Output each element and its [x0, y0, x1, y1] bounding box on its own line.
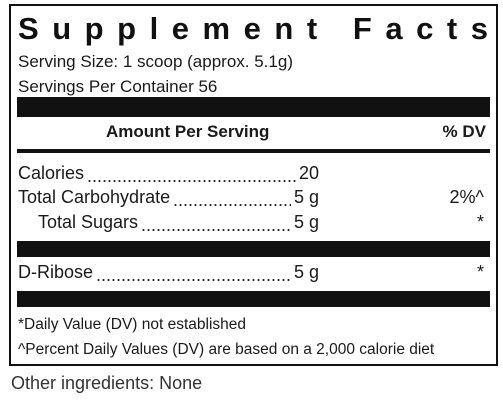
leader: [173, 187, 291, 207]
other-ingredients: Other ingredients: None: [11, 373, 203, 393]
amount: 5 g: [293, 186, 319, 207]
serving-size: Serving Size: 1 scoop (approx. 5.1g): [18, 52, 293, 71]
daily-value: *: [476, 211, 484, 232]
servings-per-container: Servings Per Container 56: [18, 77, 218, 96]
title-svg: Supplement Facts: [18, 11, 488, 46]
amount: 5 g: [293, 211, 319, 232]
daily-value: 2%^: [449, 186, 484, 207]
amount-header: Amount Per Serving: [106, 122, 270, 141]
amount: 5 g: [293, 261, 319, 282]
footnote: ^Percent Daily Values (DV) are based on …: [18, 341, 435, 358]
nutrient-row: Calories 20: [18, 161, 484, 185]
rule: [17, 149, 490, 153]
thick-rule: [17, 291, 490, 307]
nutrient-name: Calories: [18, 162, 85, 183]
supplement-facts-label: Supplement Facts Serving Size: 1 scoop (…: [9, 4, 498, 366]
title: Supplement Facts: [18, 11, 488, 46]
nutrient-row: Total Sugars 5 g *: [18, 210, 484, 234]
amount: 20: [298, 162, 319, 183]
leader: [87, 163, 296, 183]
dv-header: % DV: [442, 122, 486, 141]
thick-rule: [17, 241, 490, 257]
nutrient-row: Total Carbohydrate 5 g 2%^: [18, 185, 484, 209]
nutrient-row: D-Ribose 5 g *: [18, 260, 484, 284]
thick-rule: [17, 97, 490, 117]
nutrient-name: Total Carbohydrate: [18, 186, 171, 207]
daily-value: *: [476, 261, 484, 282]
footnote: *Daily Value (DV) not established: [18, 316, 247, 333]
leader: [141, 212, 291, 232]
nutrient-name: D-Ribose: [18, 261, 94, 282]
leader: [96, 262, 291, 282]
nutrient-name: Total Sugars: [38, 211, 139, 232]
